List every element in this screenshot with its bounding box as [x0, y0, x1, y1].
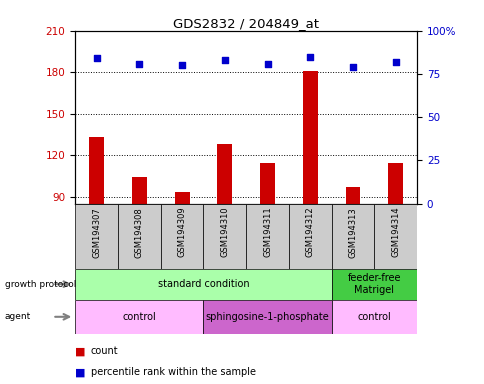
Text: GSM194308: GSM194308 [135, 207, 143, 258]
Bar [345, 187, 360, 204]
Text: growth protocol: growth protocol [5, 280, 76, 289]
Point [348, 64, 356, 70]
Bar [203, 204, 245, 269]
Text: GSM194307: GSM194307 [92, 207, 101, 258]
Bar [89, 137, 104, 204]
Text: standard condition: standard condition [157, 279, 249, 289]
Bar [118, 204, 160, 269]
Bar [203, 300, 331, 334]
Text: sphingosine-1-phosphate: sphingosine-1-phosphate [205, 312, 329, 322]
Point [391, 59, 399, 65]
Text: GSM194309: GSM194309 [177, 207, 186, 257]
Text: ■: ■ [75, 367, 89, 377]
Bar [302, 71, 317, 204]
Bar [75, 269, 331, 300]
Bar [374, 204, 416, 269]
Bar [132, 177, 147, 204]
Point [92, 55, 100, 61]
Text: GSM194311: GSM194311 [262, 207, 272, 257]
Bar [160, 204, 203, 269]
Text: GSM194314: GSM194314 [391, 207, 399, 257]
Text: percentile rank within the sample: percentile rank within the sample [91, 367, 255, 377]
Bar [388, 164, 402, 204]
Point [263, 60, 271, 67]
Point [306, 53, 314, 60]
Text: ■: ■ [75, 346, 89, 356]
Text: control: control [122, 312, 156, 322]
Point [178, 62, 185, 68]
Text: count: count [91, 346, 118, 356]
Text: control: control [357, 312, 391, 322]
Point [135, 60, 143, 67]
Bar [331, 204, 374, 269]
Title: GDS2832 / 204849_at: GDS2832 / 204849_at [173, 17, 318, 30]
Bar [245, 204, 288, 269]
Bar [259, 164, 274, 204]
Bar [217, 144, 232, 204]
Text: GSM194313: GSM194313 [348, 207, 357, 258]
Bar [75, 300, 203, 334]
Bar [331, 269, 416, 300]
Text: agent: agent [5, 312, 31, 321]
Point [220, 57, 228, 63]
Text: GSM194312: GSM194312 [305, 207, 314, 257]
Bar [288, 204, 331, 269]
Text: GSM194310: GSM194310 [220, 207, 229, 257]
Text: feeder-free
Matrigel: feeder-free Matrigel [347, 273, 400, 295]
Bar [75, 204, 118, 269]
Bar [331, 300, 416, 334]
Bar [174, 192, 189, 204]
